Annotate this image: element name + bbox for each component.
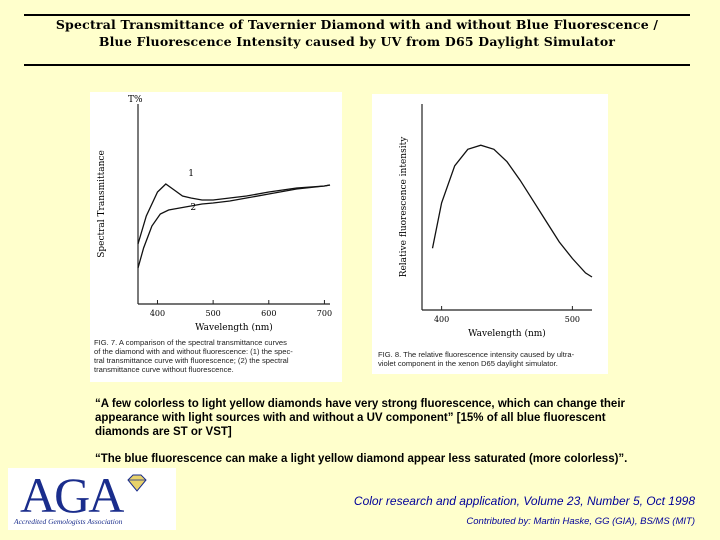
- title-line-1: Spectral Transmittance of Tavernier Diam…: [55, 17, 659, 32]
- quote-line: appearance with light sources with and w…: [95, 412, 606, 424]
- caption-line: transmittance curve without fluorescence…: [94, 365, 234, 374]
- caption-line: FIG. 8. The relative fluorescence intens…: [378, 350, 575, 359]
- title-line-2: Blue Fluorescence Intensity caused by UV…: [98, 34, 616, 49]
- transmittance-chart-panel: 400 500 600 700 Wavelength (nm) Spectral Tran…: [90, 92, 342, 382]
- series-label: 2: [190, 203, 196, 213]
- title-bottom-rule: [24, 64, 690, 66]
- quote-line: diamonds are ST or VST]: [95, 426, 232, 438]
- series-line-1: [431, 144, 593, 278]
- slide-title: Spectral Transmittance of Tavernier Diam…: [24, 16, 690, 50]
- x-axis-label: Wavelength (nm): [468, 328, 546, 339]
- quote-saturation: “The blue fluorescence can make a light …: [95, 453, 628, 465]
- caption-line: FIG. 7. A comparison of the spectral tra…: [94, 338, 287, 347]
- y-unit-label: T%: [128, 95, 143, 105]
- x-tick-label: 400: [434, 315, 449, 324]
- fluorescence-chart-panel: 400 500 Wavelength (nm) Relative fluorescen…: [372, 94, 608, 374]
- fluorescence-chart: 400 500 Wavelength (nm) Relative fluorescen…: [399, 104, 593, 339]
- aga-logo: AGA Accredited Gemologists Association: [8, 468, 176, 530]
- quote-line: “A few colorless to light yellow diamond…: [95, 398, 625, 410]
- quote-fluorescence-effect: “A few colorless to light yellow diamond…: [95, 397, 695, 439]
- diamond-icon: [127, 474, 147, 492]
- caption-line: of the diamond with and without fluoresc…: [94, 347, 293, 356]
- transmittance-chart: 400 500 600 700 Wavelength (nm) Spectral Tran…: [97, 95, 332, 332]
- y-axis-label: Relative fluorescence intensity: [399, 136, 409, 277]
- x-tick-label: 700: [317, 309, 332, 318]
- x-tick-label: 600: [261, 309, 276, 318]
- y-axis-label: Spectral Transmittance: [97, 150, 107, 258]
- logo-subtext: Accredited Gemologists Association: [14, 517, 123, 526]
- series-label: 1: [188, 169, 194, 179]
- caption-line: violet component in the xenon D65 daylig…: [378, 359, 558, 368]
- transmittance-chart-caption: FIG. 7. A comparison of the spectral tra…: [94, 338, 340, 374]
- x-tick-label: 500: [205, 309, 220, 318]
- contributor-credit: Contributed by: Martin Haske, GG (GIA), …: [466, 516, 695, 527]
- fluorescence-chart-caption: FIG. 8. The relative fluorescence intens…: [378, 350, 606, 368]
- x-tick-label: 400: [150, 309, 165, 318]
- series-line-1: [137, 183, 331, 245]
- x-axis-label: Wavelength (nm): [195, 322, 273, 332]
- logo-text: AGA: [20, 467, 124, 523]
- series-line-2: [137, 184, 331, 269]
- reference-citation: Color research and application, Volume 2…: [353, 494, 695, 508]
- x-tick-label: 500: [565, 315, 580, 324]
- caption-line: tral transmittance curve with fluorescen…: [94, 356, 289, 365]
- title-top-rule: [24, 14, 690, 16]
